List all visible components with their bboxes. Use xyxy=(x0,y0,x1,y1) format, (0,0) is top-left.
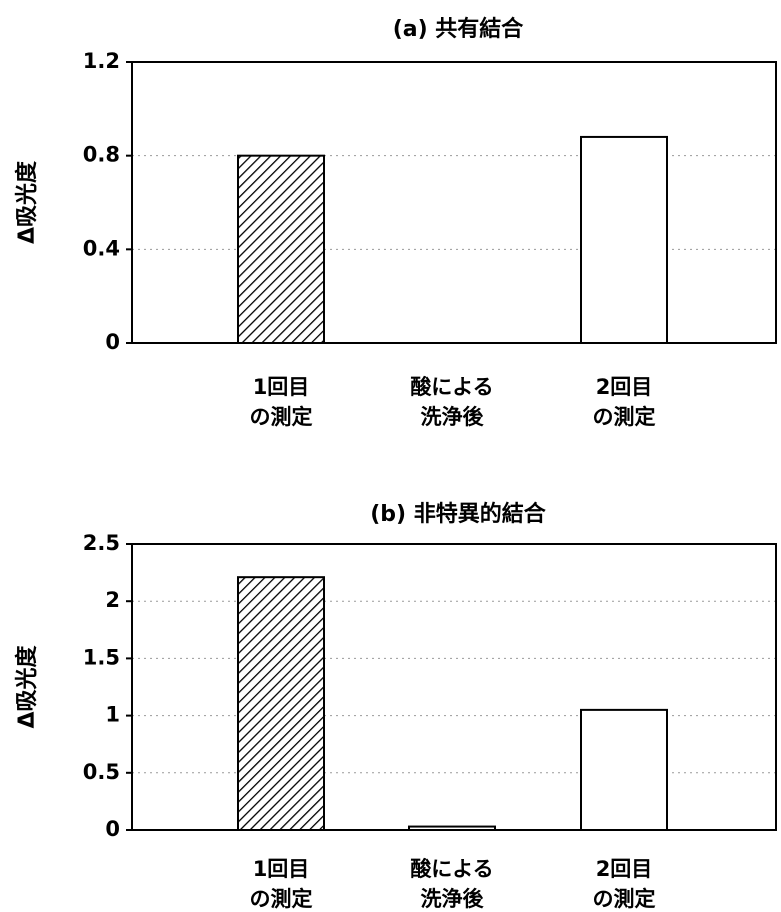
x-category-label: 洗浄後 xyxy=(421,405,485,429)
y-axis-label: Δ吸光度 xyxy=(14,644,40,728)
x-category-label: の測定 xyxy=(593,887,656,911)
y-tick-label: 0.4 xyxy=(83,236,120,260)
x-category-label: 1回目 xyxy=(253,375,310,399)
x-category-label: 酸による xyxy=(410,857,493,881)
chart-title: (b) 非特異的結合 xyxy=(370,501,547,527)
x-category-label: の測定 xyxy=(250,405,313,429)
plot-frame xyxy=(132,544,776,830)
x-category-label: の測定 xyxy=(250,887,313,911)
y-tick-label: 1.5 xyxy=(83,645,120,669)
bar xyxy=(238,577,324,830)
bar xyxy=(581,137,667,343)
chart-panel-a: (a) 共有結合 Δ吸光度 0 0.4 0.8 1.2 1回目の測定 酸による洗浄後 2回目の測… xyxy=(14,16,776,429)
y-tick-label: 2.5 xyxy=(83,531,120,555)
y-tick-label: 2 xyxy=(105,588,120,612)
y-tick-label: 0.5 xyxy=(83,760,120,784)
y-tick-label: 0 xyxy=(105,330,120,354)
bar xyxy=(238,156,324,343)
chart-panel-b: (b) 非特異的結合 Δ吸光度 0 0.5 1 1.5 2 2.5 1回目の測定 酸による洗浄後 2… xyxy=(14,501,776,911)
x-category-label: 2回目 xyxy=(596,375,653,399)
y-tick-label: 0 xyxy=(105,817,120,841)
chart-title: (a) 共有結合 xyxy=(393,16,525,42)
y-tick-label: 1.2 xyxy=(83,49,120,73)
x-category-label: 酸による xyxy=(410,375,493,399)
y-tick-label: 0.8 xyxy=(83,143,120,167)
plot-frame xyxy=(132,62,776,343)
y-tick-label: 1 xyxy=(105,703,120,727)
x-category-label: の測定 xyxy=(593,405,656,429)
bar xyxy=(581,710,667,830)
x-category-label: 洗浄後 xyxy=(421,887,485,911)
x-category-label: 2回目 xyxy=(596,857,653,881)
x-category-label: 1回目 xyxy=(253,857,310,881)
y-axis-label: Δ吸光度 xyxy=(14,160,40,244)
